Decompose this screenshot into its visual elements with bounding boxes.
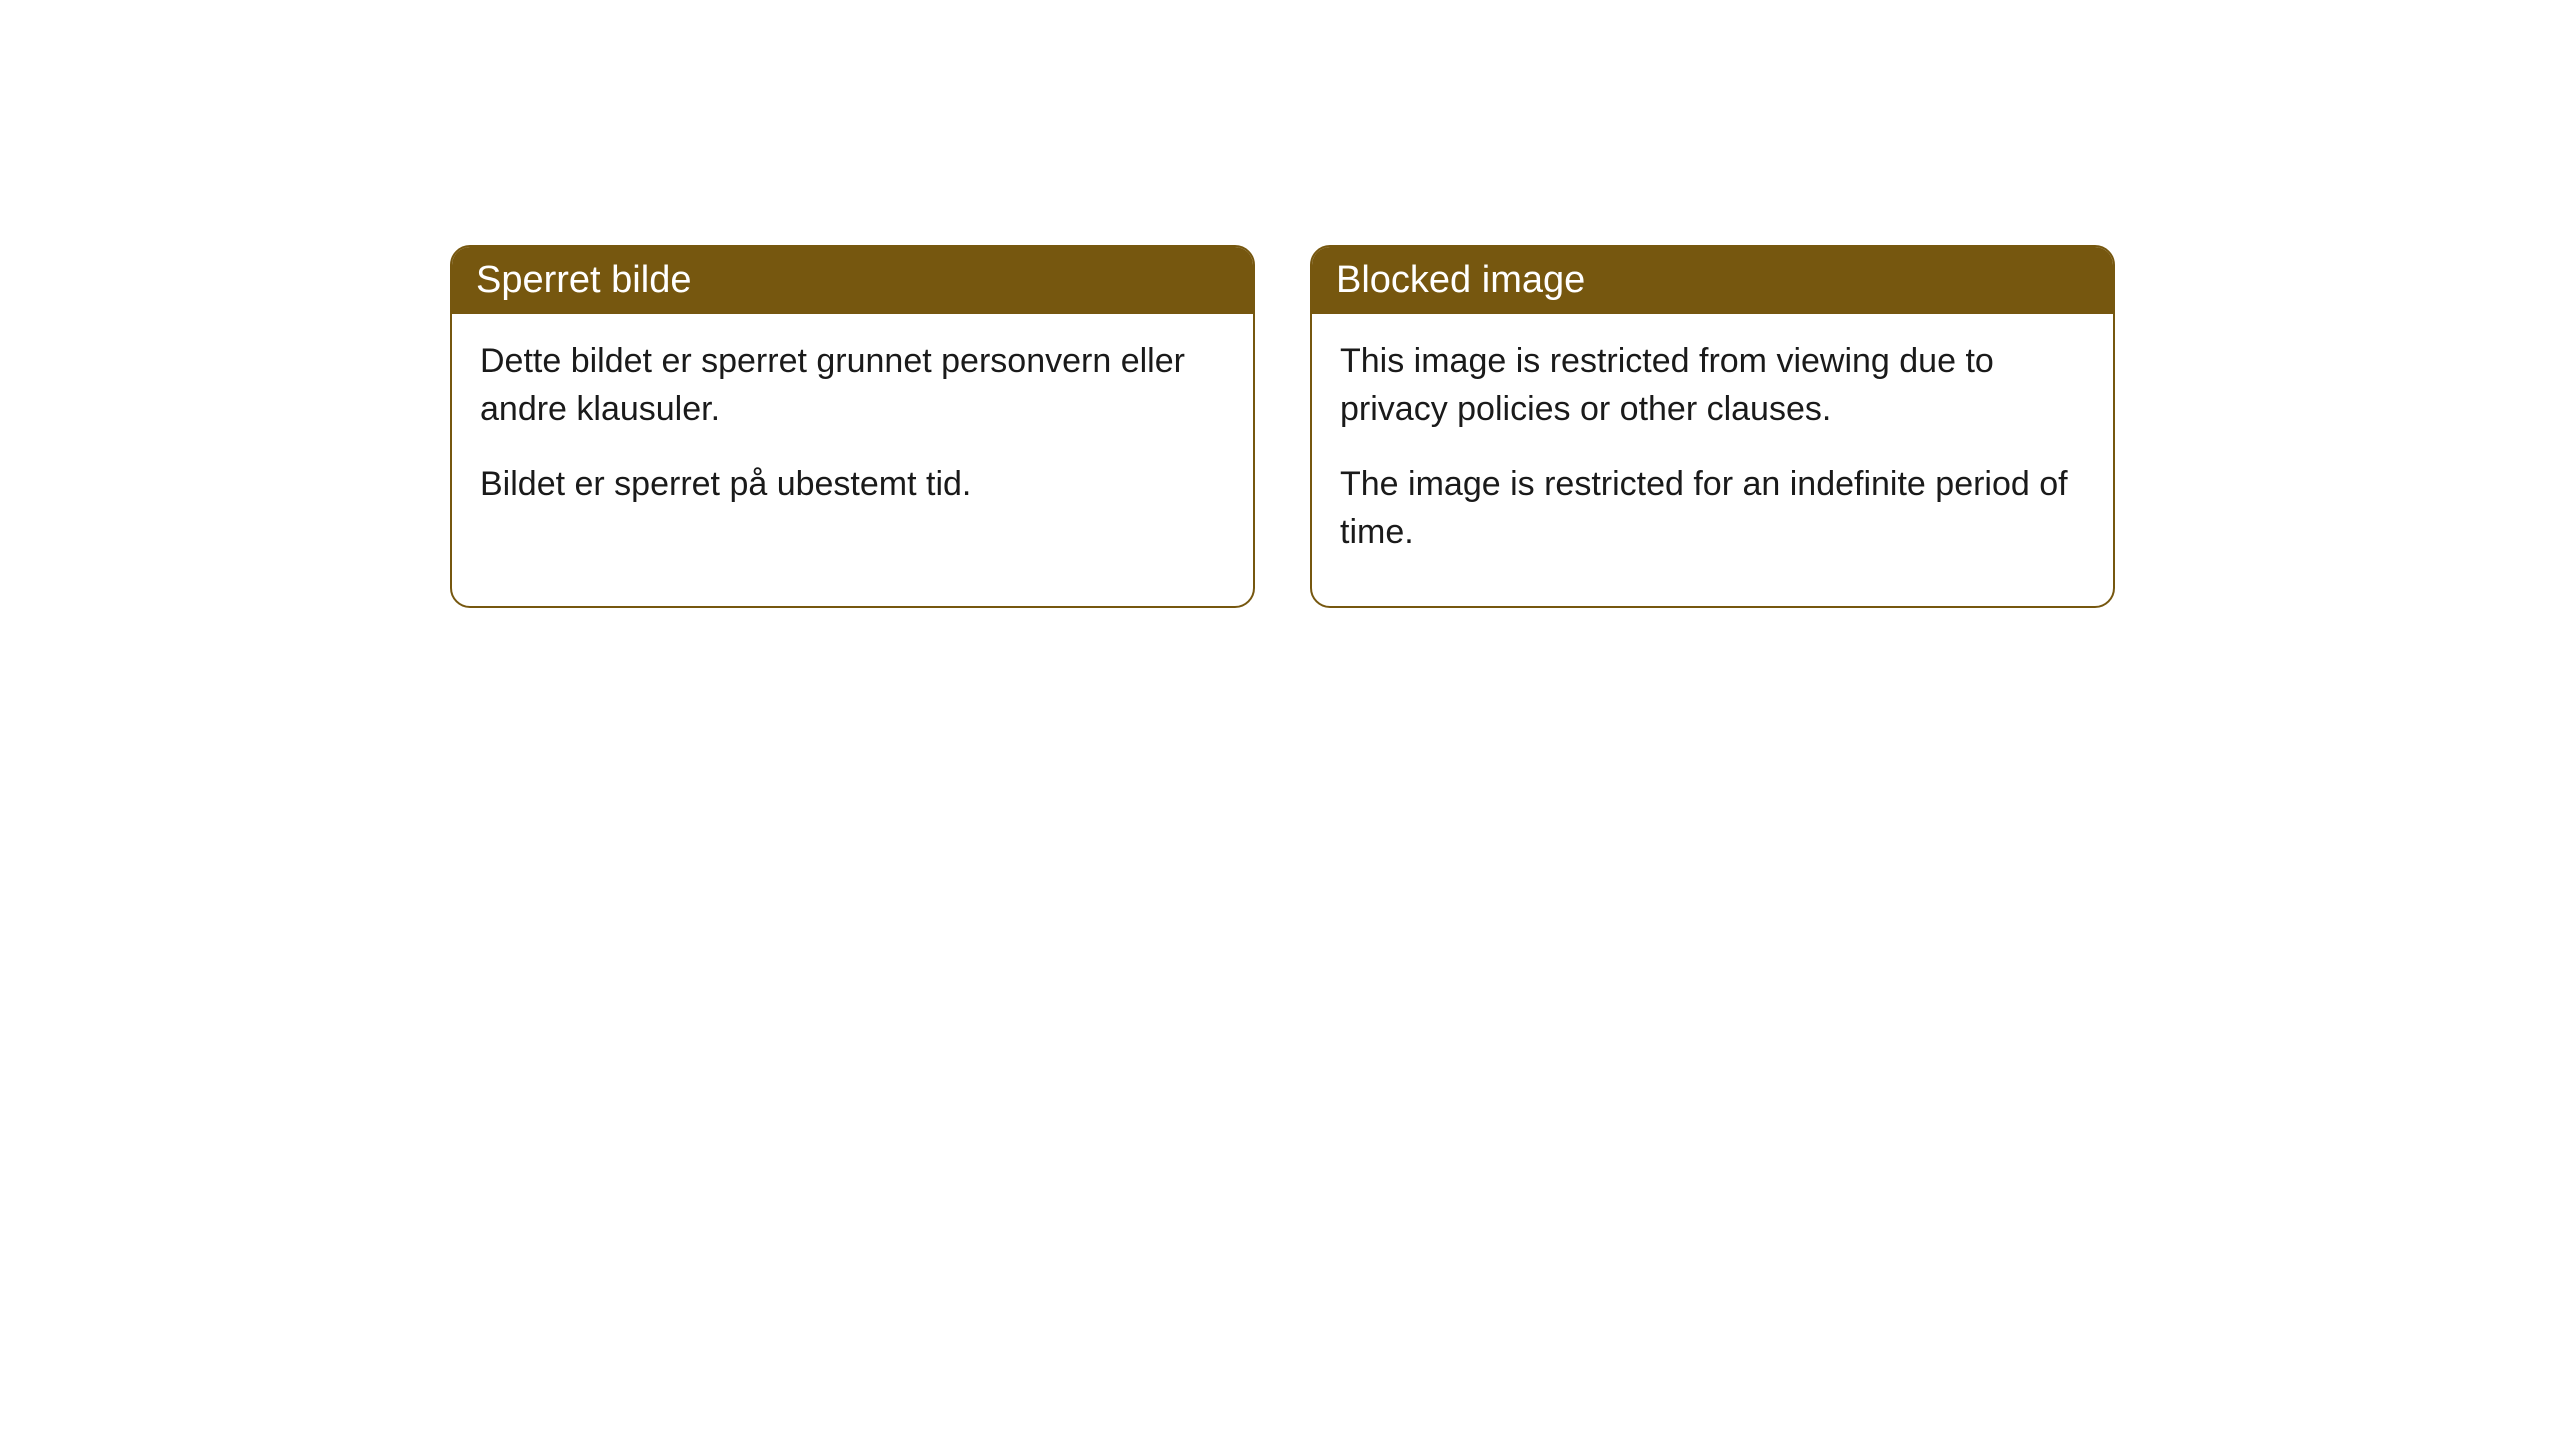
notice-cards-container: Sperret bilde Dette bildet er sperret gr… (450, 245, 2560, 608)
card-body-english: This image is restricted from viewing du… (1312, 314, 2113, 606)
card-text-norwegian-1: Dette bildet er sperret grunnet personve… (480, 338, 1225, 433)
card-header-english: Blocked image (1312, 247, 2113, 314)
blocked-image-card-english: Blocked image This image is restricted f… (1310, 245, 2115, 608)
card-body-norwegian: Dette bildet er sperret grunnet personve… (452, 314, 1253, 559)
card-text-norwegian-2: Bildet er sperret på ubestemt tid. (480, 461, 1225, 509)
card-header-norwegian: Sperret bilde (452, 247, 1253, 314)
card-text-english-1: This image is restricted from viewing du… (1340, 338, 2085, 433)
blocked-image-card-norwegian: Sperret bilde Dette bildet er sperret gr… (450, 245, 1255, 608)
card-text-english-2: The image is restricted for an indefinit… (1340, 461, 2085, 556)
